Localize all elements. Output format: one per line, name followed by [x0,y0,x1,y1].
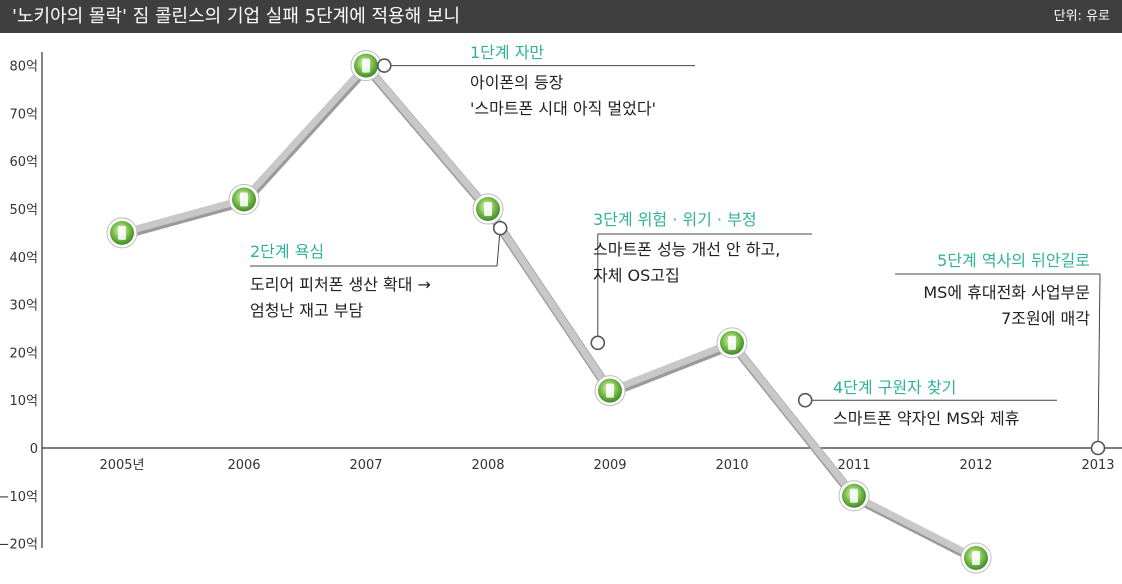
annotation-stage: 4단계 구원자 찾기 [833,378,956,397]
annotation-text: 스마트폰 약자인 MS와 제휴 [833,409,1019,428]
annotation-leader [1097,273,1101,449]
y-tick-label: 20억 [9,346,38,361]
phone-icon [728,335,736,350]
annotation-text: 자체 OS고집 [593,266,680,285]
y-tick-label: −10억 [0,490,38,505]
annotation-text: 아이폰의 등장 [470,73,564,92]
x-tick-label: 2007 [349,458,382,473]
annotation-text: '스마트폰 시대 아직 멀었다' [470,99,656,118]
phone-icon [118,225,126,240]
y-tick-label: 10억 [9,394,38,409]
phone-icon [362,58,370,73]
y-tick-label: 0 [30,442,38,457]
annotation-point [376,58,392,73]
phone-icon [606,383,614,398]
unit-label: 단위: 유로 [1053,9,1110,24]
annotation-text: MS에 휴대전화 사업부문 [923,283,1090,302]
annotation-text: 스마트폰 성능 개선 안 하고, [593,240,780,259]
x-tick-label: 2012 [959,458,992,473]
x-tick-label: 2010 [715,458,748,473]
annotation-point [1090,440,1106,456]
phone-icon [240,192,248,207]
x-tick-label: 2005년 [99,458,144,473]
x-tick-label: 2006 [227,458,260,473]
phone-icon [972,550,980,565]
annotation-text: 7조원에 매각 [1001,309,1090,328]
y-tick-label: 80억 [9,60,38,75]
annotation-stage: 3단계 위험 · 위기 · 부정 [593,210,757,229]
y-tick-label: 30억 [9,299,38,314]
phone-icon [484,202,492,216]
x-tick-label: 2013 [1081,458,1114,473]
series-line [118,62,980,562]
annotation-point [797,392,813,408]
title-bar: '노키아의 몰락' 짐 콜린스의 기업 실패 5단계에 적용해 보니 단위: 유… [0,0,1122,33]
y-tick-label: 40억 [9,251,38,266]
x-tick-label: 2009 [593,458,626,473]
x-tick-label: 2008 [471,458,504,473]
annotation-text: 도리어 피처폰 생산 확대 → [250,275,431,294]
y-tick-label: 70억 [9,107,38,122]
x-tick-label: 2011 [837,458,870,473]
y-tick-label: 50억 [9,203,38,218]
annotation-stage: 1단계 자만 [470,43,544,62]
annotation-stage: 5단계 역사의 뒤안길로 [937,251,1090,270]
y-tick-label: −20억 [0,538,38,553]
annotation-stage: 2단계 욕심 [250,242,324,261]
y-tick-label: 60억 [9,155,38,170]
annotation-point [590,335,606,351]
chart-title: '노키아의 몰락' 짐 콜린스의 기업 실패 5단계에 적용해 보니 [12,6,460,27]
annotation-text: 엄청난 재고 부담 [250,301,363,320]
annotation-point [492,220,508,236]
phone-icon [850,488,858,503]
